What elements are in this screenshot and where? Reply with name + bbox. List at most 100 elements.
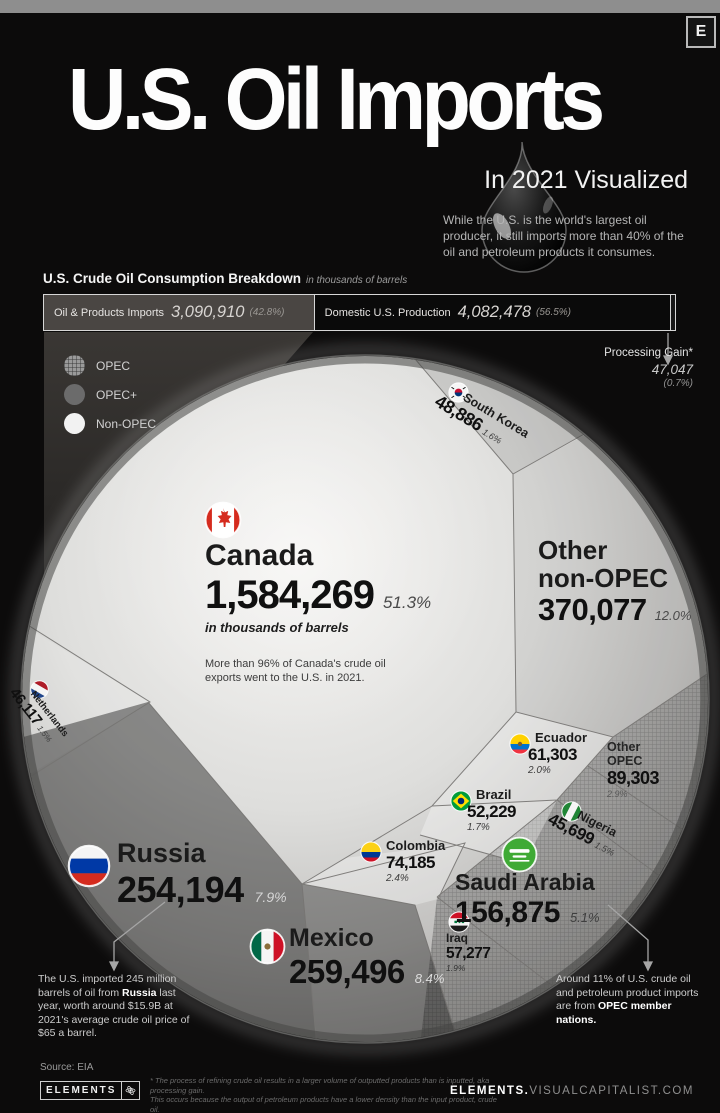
page-subtitle: In 2021 Visualized [484,166,688,194]
sphere-rim-edge [20,354,710,1044]
imports-funnel [44,332,313,658]
legend-item-opec-plus: OPEC+ [64,384,156,405]
bar-segment-imports: Oil & Products Imports 3,090,910 (42.8%) [44,295,314,330]
annotation-lines [108,333,674,972]
annotation-text: last year, worth around $15.9B at 2021's… [38,986,190,1040]
netherlands-flag-icon [27,677,52,702]
site-link-bold: ELEMENTS. [450,1085,530,1097]
mexico-label-block: Mexico 259,496 8.4% [289,924,444,991]
brazil-label-block: Brazil 52,229 1.7% [467,787,517,833]
top-strip [0,0,720,13]
south-korea-flag-icon [448,382,469,403]
group-pct: 2.9% [607,789,628,799]
breakdown-heading: U.S. Crude Oil Consumption Breakdown in t… [43,271,643,286]
opec-plus-swatch-icon [64,384,85,405]
country-name: Brazil [476,787,512,802]
sphere-glow [11,345,719,1053]
annotation-bold: OPEC member nations. [556,1000,672,1026]
russia-label-block: Russia 254,194 7.9% [117,838,287,911]
group-name: Other [607,740,641,754]
domestic-pct: (56.5%) [536,307,572,318]
footnote-line: * The process of refining crude oil resu… [150,1076,490,1095]
unit-note: in thousands of barrels [205,620,349,635]
country-value: 259,496 [289,953,405,990]
legend-label: Non-OPEC [96,416,157,431]
country-value: 156,875 [455,896,560,929]
processing-gain-callout: Processing Gain* 47,047 (0.7%) [560,347,693,389]
footnote: * The process of refining crude oil resu… [150,1076,498,1113]
annotation-text: Around 11% of U.S. crude oil and petrole… [556,973,699,1012]
consumption-bar: Oil & Products Imports 3,090,910 (42.8%)… [43,294,676,331]
opec-swatch-icon [64,355,85,376]
processing-gain-value: 47,047 [651,362,693,377]
legend-label: OPEC [96,358,131,373]
country-pct: 8.4% [414,971,445,986]
country-name: Colombia [386,838,446,853]
group-value: 89,303 [607,768,660,788]
group-name: OPEC [607,753,643,768]
legend-item-non-opec: Non-OPEC [64,413,156,434]
country-name: Russia [117,838,206,868]
country-pct: 5.1% [569,910,600,925]
annotation-bold: Russia [122,986,157,999]
country-pct: 1.9% [446,963,466,973]
canada-label-block: Canada 1,584,269 51.3% in thousands of ba… [205,539,435,685]
oil-drop-icon [481,141,567,273]
domestic-label: Domestic U.S. Production [324,306,451,319]
country-name: Saudi Arabia [455,869,595,895]
footnote-line: This occurs because the output of petrol… [150,1095,497,1113]
country-value: 1,584,269 [205,573,375,617]
country-value: 74,185 [386,853,436,872]
non-opec-swatch-icon [64,413,85,434]
saudi-arabia-label-block: Saudi Arabia 156,875 5.1% [455,869,600,930]
iraq-label-block: Iraq 57,277 1.9% [446,931,491,973]
site-link-rest: VISUALCAPITALIST.COM [529,1085,694,1097]
legend-item-opec: OPEC [64,355,156,376]
imports-value: 3,090,910 [171,303,245,321]
processing-gain-pct: (0.7%) [663,378,693,389]
country-pct: 1.7% [467,822,490,833]
iraq-flag-icon [448,911,470,933]
other-non-opec-label-block: Other non-OPEC 370,077 12.0% [538,536,708,628]
country-value: 61,303 [528,745,578,764]
country-name: Iraq [446,931,469,945]
processing-gain-label: Processing Gain* [604,347,693,359]
page-title: U.S. Oil Imports [68,51,605,148]
nigeria-flag-icon [558,798,585,825]
brazil-flag-icon [450,790,472,812]
colombia-label-block: Colombia 74,185 2.4% [386,838,445,884]
country-value: 254,194 [117,869,244,910]
legend-label: OPEC+ [96,387,138,402]
country-value: 57,277 [446,945,491,962]
country-value: 52,229 [467,802,517,821]
sphere-rim [20,354,710,1044]
group-pct: 12.0% [654,608,692,623]
opec-annotation: Around 11% of U.S. crude oil and petrole… [556,973,708,1027]
intro-paragraph: While the U.S. is the world's largest oi… [443,213,684,259]
country-pct: 51.3% [382,593,432,612]
group-name: Other [538,535,608,565]
source-credit: Source: EIA [40,1062,94,1073]
imports-label: Oil & Products Imports [54,306,165,319]
elements-logo[interactable]: ELEMENTS [40,1081,141,1100]
e-badge[interactable]: E [686,16,716,48]
netherlands-region [22,608,150,795]
sphere-highlight [80,356,500,740]
country-pct: 7.9% [254,889,287,905]
country-name: Mexico [289,924,374,952]
country-name: Canada [205,539,314,572]
other-opec-label-block: Other OPEC 89,303 2.9% [607,740,660,799]
country-pct: 2.0% [528,765,551,776]
group-name: non-OPEC [538,563,668,593]
atom-icon [121,1082,139,1099]
bar-segment-processing-gain [669,295,676,330]
canada-flag-icon [204,501,242,539]
bar-segment-domestic: Domestic U.S. Production 4,082,478 (56.5… [313,295,670,330]
site-link[interactable]: ELEMENTS.VISUALCAPITALIST.COM [450,1085,692,1097]
breakdown-unit-note: in thousands of barrels [306,275,408,286]
russia-flag-icon [67,844,111,888]
colombia-region [302,843,465,905]
breakdown-title: U.S. Crude Oil Consumption Breakdown [43,271,302,286]
